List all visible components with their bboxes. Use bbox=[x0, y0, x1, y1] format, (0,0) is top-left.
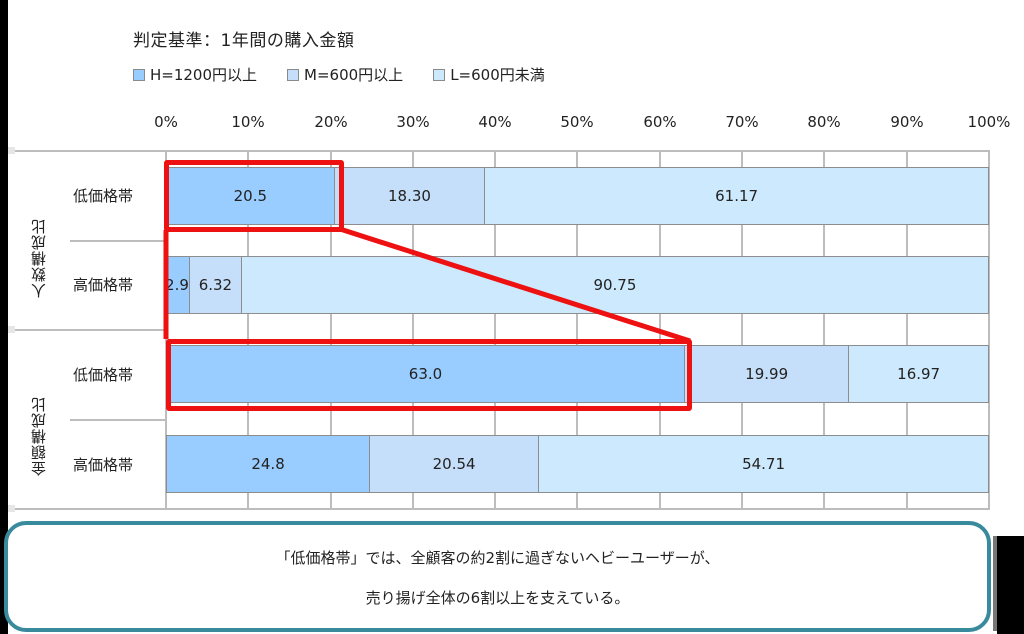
x-tick-40: 40% bbox=[478, 113, 512, 131]
highlight-box-amount-h bbox=[166, 339, 692, 411]
segment-m: 19.99 bbox=[685, 345, 850, 403]
bar-headcount-high: 2.9 6.32 90.75 bbox=[166, 256, 989, 314]
segment-h: 63.0 bbox=[166, 345, 685, 403]
callout-box: 「低価格帯」では、全顧客の約2割に過ぎないヘビーユーザーが、 売り揚げ全体の6割… bbox=[4, 521, 991, 632]
bar-headcount-low: 20.5 18.30 61.17 bbox=[166, 167, 989, 225]
segment-h: 20.5 bbox=[166, 167, 335, 225]
segment-m: 20.54 bbox=[370, 435, 540, 493]
bar-amount-low: 63.0 19.99 16.97 bbox=[166, 345, 989, 403]
callout-line-2: 売り揚げ全体の6割以上を支えている。 bbox=[365, 589, 630, 607]
legend-label-m: M=600円以上 bbox=[304, 66, 404, 84]
segment-m: 18.30 bbox=[334, 167, 486, 225]
segment-h: 24.8 bbox=[166, 435, 371, 493]
x-tick-30: 30% bbox=[396, 113, 430, 131]
x-tick-60: 60% bbox=[643, 113, 677, 131]
legend-item-l: L=600円未満 bbox=[433, 64, 545, 85]
legend-label-l: L=600円未満 bbox=[450, 66, 545, 84]
x-tick-100: 100% bbox=[967, 113, 1011, 131]
segment-l: 54.71 bbox=[539, 435, 989, 493]
callout-line-1: 「低価格帯」では、全顧客の約2割に過ぎないヘビーユーザーが、 bbox=[275, 549, 720, 567]
segment-l: 61.17 bbox=[485, 167, 989, 225]
right-edge-block bbox=[997, 536, 1024, 634]
segment-h: 2.9 bbox=[166, 256, 190, 314]
row-label-amount-high: 高価格帯 bbox=[73, 456, 134, 474]
row-label-amount-low: 低価格帯 bbox=[73, 366, 134, 384]
segment-l: 16.97 bbox=[849, 345, 989, 403]
highlight-box-headcount-h bbox=[164, 160, 344, 232]
legend-swatch-h-icon bbox=[133, 68, 145, 81]
x-tick-70: 70% bbox=[725, 113, 759, 131]
chart-title: 判定基準：1年間の購入金額 bbox=[133, 31, 355, 51]
left-edge-strip bbox=[0, 0, 8, 634]
x-tick-20: 20% bbox=[314, 113, 348, 131]
row-label-headcount-low: 低価格帯 bbox=[73, 187, 134, 205]
callout-shadow bbox=[993, 536, 998, 631]
legend-item-m: M=600円以上 bbox=[287, 64, 403, 85]
legend-swatch-l-icon bbox=[433, 68, 446, 81]
legend-item-h: H=1200円以上 bbox=[133, 64, 257, 85]
segment-l: 90.75 bbox=[241, 256, 989, 314]
x-tick-0: 0% bbox=[154, 113, 178, 131]
x-tick-90: 90% bbox=[890, 113, 924, 131]
legend-label-h: H=1200円以上 bbox=[150, 66, 258, 84]
row-label-headcount-high: 高価格帯 bbox=[73, 276, 134, 294]
x-tick-80: 80% bbox=[807, 113, 841, 131]
segment-m: 6.32 bbox=[189, 256, 242, 314]
legend-swatch-m-icon bbox=[287, 68, 300, 81]
x-tick-10: 10% bbox=[231, 113, 265, 131]
legend: H=1200円以上 M=600円以上 L=600円未満 bbox=[133, 64, 545, 85]
bar-amount-high: 24.8 20.54 54.71 bbox=[166, 435, 989, 493]
x-tick-50: 50% bbox=[560, 113, 594, 131]
